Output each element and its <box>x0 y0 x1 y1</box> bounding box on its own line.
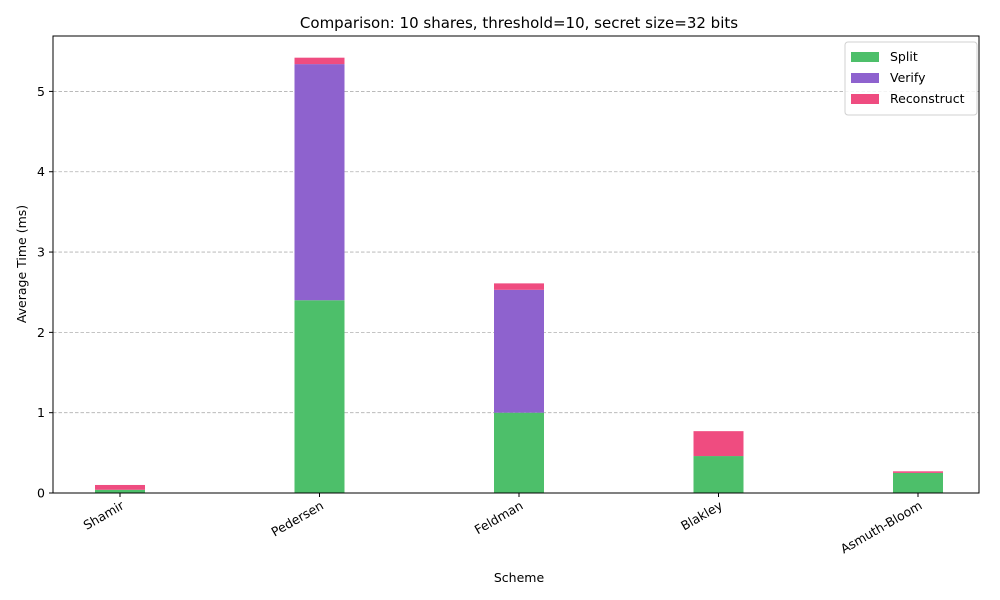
x-axis-title: Scheme <box>494 570 545 585</box>
bars <box>95 57 943 493</box>
bar-split-feldman <box>494 412 544 493</box>
bar-reconstruct-shamir <box>95 484 145 490</box>
legend-swatch-verify <box>851 73 879 83</box>
legend-label-reconstruct: Reconstruct <box>890 91 965 106</box>
bar-split-shamir <box>95 489 145 493</box>
x-tick-label: Asmuth-Bloom <box>838 498 925 557</box>
x-tick-label: Feldman <box>472 498 526 538</box>
bar-verify-pedersen <box>294 64 345 301</box>
bar-reconstruct-blakley <box>693 431 744 457</box>
y-axis-title: Average Time (ms) <box>14 205 29 323</box>
bar-reconstruct-pedersen <box>294 57 345 65</box>
legend: Split Verify Reconstruct <box>844 41 978 116</box>
x-axis-ticks: Shamir Pedersen Feldman Blakley Asmuth-Bloom <box>81 493 925 556</box>
bar-split-blakley <box>693 456 744 493</box>
y-tick-label: 4 <box>37 164 45 179</box>
y-tick-label: 3 <box>37 245 45 260</box>
y-axis-ticks: 0 1 2 3 4 5 <box>37 84 53 501</box>
bar-verify-feldman <box>494 289 544 413</box>
y-tick-label: 0 <box>37 486 45 501</box>
x-tick-label: Blakley <box>678 497 725 533</box>
bar-split-asmuth-bloom <box>893 472 943 493</box>
plot-frame <box>52 35 980 494</box>
bar-reconstruct-feldman <box>494 283 544 290</box>
x-tick-label: Pedersen <box>269 498 326 540</box>
y-tick-label: 2 <box>37 325 45 340</box>
chart-title: Comparison: 10 shares, threshold=10, sec… <box>300 14 738 32</box>
grid-lines <box>53 91 979 414</box>
y-tick-label: 1 <box>37 405 45 420</box>
legend-label-split: Split <box>890 49 918 64</box>
x-tick-label: Shamir <box>81 497 128 533</box>
legend-label-verify: Verify <box>890 70 926 85</box>
bar-reconstruct-asmuth-bloom <box>893 471 943 473</box>
bar-split-pedersen <box>294 300 345 493</box>
y-tick-label: 5 <box>37 84 45 99</box>
legend-swatch-split <box>851 52 879 62</box>
legend-swatch-reconstruct <box>851 94 879 104</box>
